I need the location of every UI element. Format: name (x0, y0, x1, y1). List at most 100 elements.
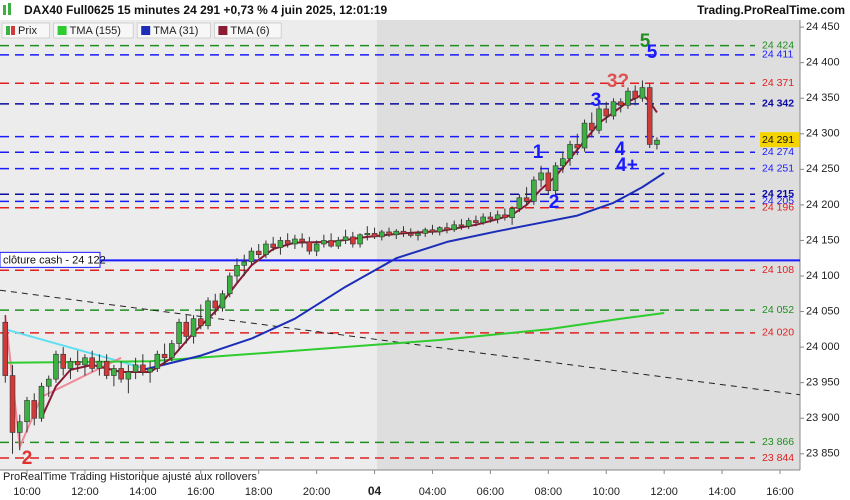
candle-body (219, 293, 226, 309)
candle-body (473, 220, 479, 223)
x-tick-label: 08:00 (535, 486, 563, 498)
candle-body (96, 361, 103, 369)
trend-line (0, 289, 801, 396)
x-tick-label: 12:00 (71, 486, 99, 498)
candle-body (270, 243, 276, 248)
level-label: 23 866 (762, 436, 794, 448)
legend-label: TMA (6) (230, 25, 269, 37)
candle-body (494, 214, 501, 220)
candle-body (639, 87, 646, 99)
chart-title: DAX40 Full0625 15 minutes 24 291 +0,73 %… (24, 3, 388, 17)
level-label: 24 205 (762, 195, 794, 207)
wave-annotation: 2 (549, 192, 560, 213)
candle-body (596, 108, 602, 131)
candle-body (364, 233, 371, 236)
legend-swatch (218, 26, 228, 35)
source: Trading.ProRealTime.com (697, 3, 845, 17)
level-label: 24 424 (762, 39, 794, 51)
candle-body (255, 250, 262, 255)
candle-body (610, 101, 617, 117)
candle-body (321, 240, 327, 245)
wave-annotation: 3 (591, 90, 602, 111)
candle-body (646, 87, 653, 145)
legend-item (136, 22, 211, 39)
y-tick-label: 24 100 (806, 270, 840, 282)
x-tick-label: 04 (368, 484, 382, 498)
candle-body (415, 233, 421, 236)
last-price-label: 24 291 (762, 134, 794, 146)
x-tick-label: 04:00 (419, 486, 447, 498)
ma-line (5, 312, 665, 364)
y-tick-label: 24 300 (806, 128, 840, 140)
level-label: 24 052 (762, 304, 794, 316)
candle-body (509, 208, 515, 218)
candle-body (603, 108, 610, 117)
candle-body (581, 122, 588, 149)
candle-body (53, 353, 59, 380)
candle-body (350, 236, 356, 245)
y-tick-label: 24 400 (806, 57, 840, 69)
ma-line (142, 172, 665, 371)
x-tick-label: 12:00 (650, 486, 678, 498)
x-tick-label: 10:00 (592, 486, 620, 498)
y-tick-label: 23 950 (806, 377, 840, 389)
candle-body (154, 353, 161, 369)
level-label: 24 342 (762, 98, 794, 110)
header-icon (8, 3, 11, 15)
level-label: clôture cash - 24 122 (3, 254, 106, 266)
level-label-box (0, 251, 101, 268)
candle-body (516, 197, 523, 209)
legend-swatch (57, 26, 67, 35)
candle-body (248, 250, 255, 263)
candle-body (67, 361, 74, 369)
x-tick-label: 14:00 (708, 486, 736, 498)
level-label: 23 844 (762, 452, 794, 464)
candle-body (654, 139, 660, 145)
candle-body (465, 220, 472, 227)
candle-body (531, 179, 537, 202)
candle-body (487, 216, 494, 220)
candle-body (132, 364, 139, 373)
candle-body (371, 233, 378, 238)
candle-body (263, 243, 269, 255)
candle-body (313, 243, 320, 252)
legend-label: TMA (31) (153, 25, 198, 37)
candle-body (328, 240, 334, 247)
candle-body (335, 240, 342, 247)
candle-body (176, 321, 182, 344)
candle-body (574, 144, 581, 149)
candle-body (523, 197, 530, 202)
level-label: 24 196 (762, 202, 794, 214)
legend-item (53, 22, 134, 39)
level-label: 24 371 (762, 77, 794, 89)
candle-body (451, 224, 457, 231)
legend-swatch (141, 26, 151, 35)
candle-body (125, 371, 132, 380)
candle-body (422, 229, 428, 234)
y-tick-label: 23 900 (806, 412, 840, 424)
candle-body (31, 400, 38, 419)
candle-body (118, 368, 124, 380)
candle-body (589, 122, 595, 131)
level-label: 24 411 (762, 49, 793, 61)
y-tick-label: 24 250 (806, 163, 840, 175)
y-tick-label: 24 200 (806, 199, 840, 211)
wave-annotation: 4+ (616, 155, 638, 176)
legend-label: Prix (18, 25, 37, 37)
candle-body (2, 321, 9, 376)
wave-annotation: 5 (640, 31, 651, 52)
candle-body (552, 165, 559, 191)
wave-annotation: 5 (647, 42, 658, 63)
candle-body (400, 230, 407, 234)
x-tick-label: 18:00 (245, 486, 273, 498)
candle-body (625, 90, 631, 106)
wave-annotation: 1 (533, 142, 544, 163)
candle-body (480, 216, 486, 223)
legend-label: TMA (155) (70, 25, 121, 37)
candle-body (292, 238, 298, 245)
candle-body (147, 368, 153, 373)
candle-body (212, 300, 219, 309)
candle-body (538, 172, 544, 181)
wave-annotation: 4 (615, 139, 626, 160)
